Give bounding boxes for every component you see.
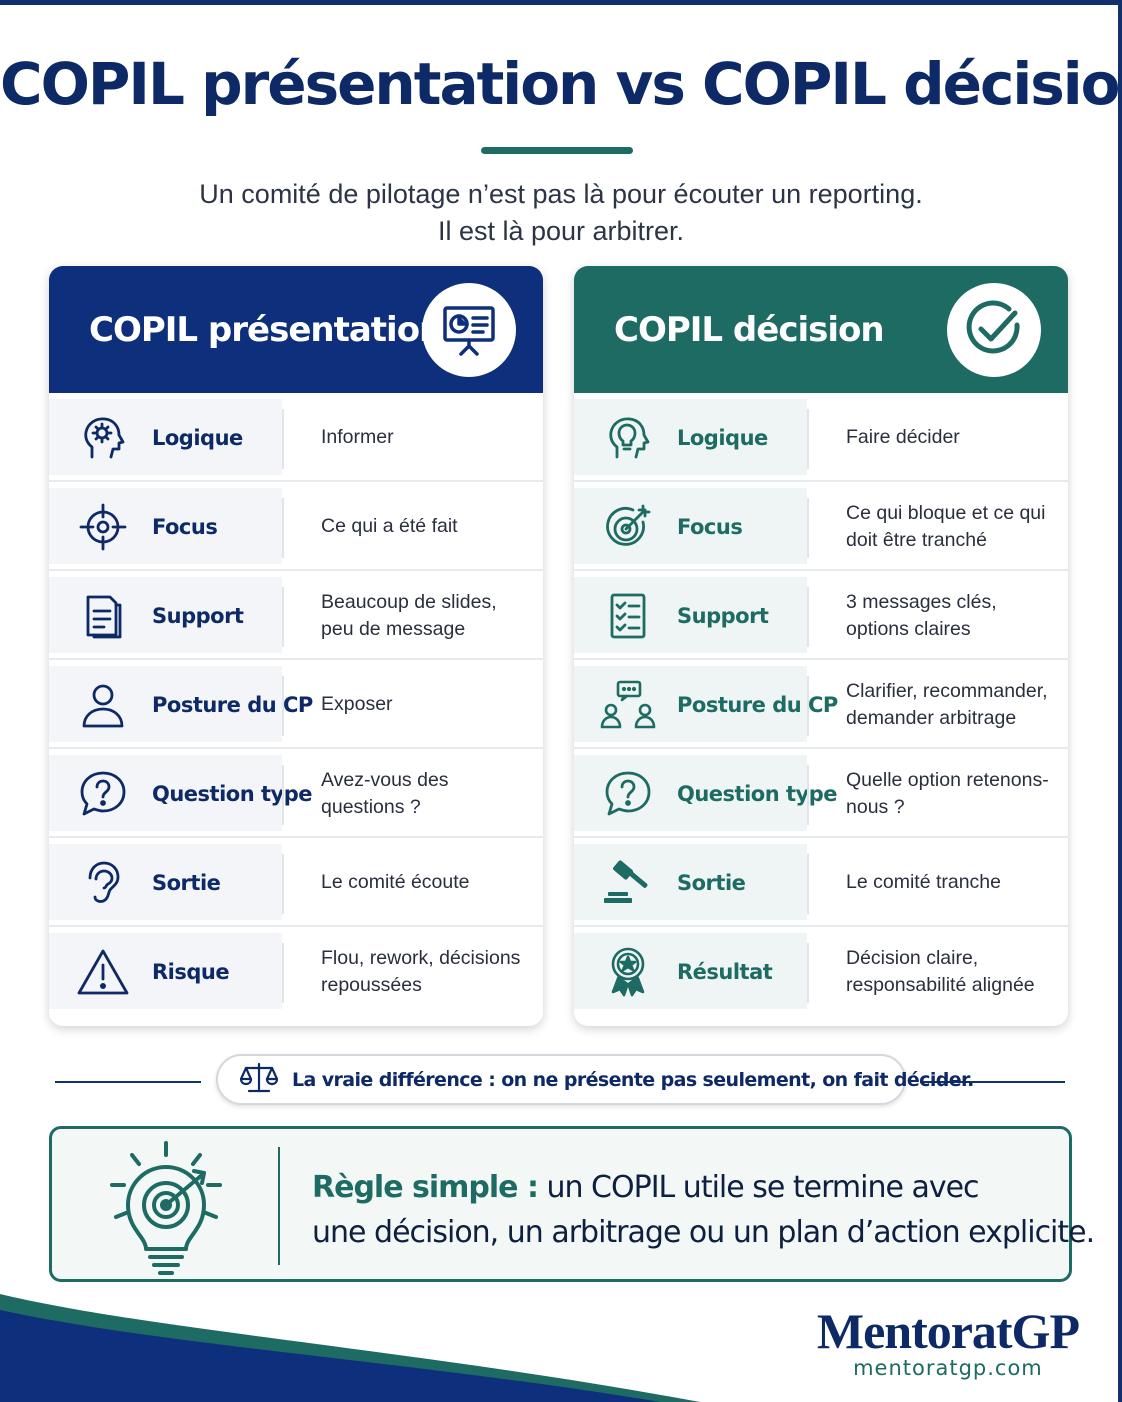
bottom-wave	[0, 1294, 700, 1402]
card-title: COPIL décision	[614, 310, 885, 350]
head-lightbulb-icon	[600, 413, 656, 463]
row-label: Sortie	[677, 871, 746, 895]
row-value: Exposer	[321, 693, 393, 715]
row-label: Question type	[677, 782, 837, 806]
rule-key: Règle simple :	[312, 1170, 539, 1205]
brand-url[interactable]: mentoratgp.com	[853, 1356, 1043, 1380]
person-icon	[75, 680, 131, 730]
page-title: COPIL présentation vs COPIL décision	[0, 50, 1122, 118]
row-value: Clarifier, recommander, demander arbitra…	[846, 679, 1048, 729]
row-logique: Logique Faire décider	[574, 393, 1068, 482]
row-label: Focus	[152, 515, 218, 539]
row-label: Posture du CP	[677, 693, 838, 717]
difference-text: La vraie différence : on ne présente pas…	[292, 1068, 974, 1091]
row-focus: Focus Ce qui bloque et ce qui doit être …	[574, 482, 1068, 571]
scales-icon	[239, 1061, 279, 1098]
row-label: Risque	[152, 960, 230, 984]
row-label: Support	[152, 604, 244, 628]
row-label: Logique	[152, 426, 243, 450]
row-value: Flou, rework, décisions repoussées	[321, 946, 521, 996]
row-label: Sortie	[152, 871, 221, 895]
subtitle-line-1: Un comité de pilotage n’est pas là pour …	[199, 179, 923, 209]
row-sortie: Sortie Le comité écoute	[49, 838, 543, 927]
question-bubble-icon	[600, 769, 656, 819]
crosshair-icon	[75, 502, 131, 552]
row-support: Support Beaucoup de slides, peu de messa…	[49, 571, 543, 660]
row-risque: Risque Flou, rework, décisions repoussée…	[49, 927, 543, 1016]
row-posture: Posture du CP Exposer	[49, 660, 543, 749]
row-value: Faire décider	[846, 426, 960, 448]
target-arrow-icon	[600, 502, 656, 552]
rule-line-2: une décision, un arbitrage ou un plan d’…	[312, 1215, 1095, 1250]
row-support: Support 3 messages clés, options claires	[574, 571, 1068, 660]
comparison-rows: Logique Faire décider Focus Ce qui bloqu…	[574, 393, 1068, 1016]
comparison-rows: Logique Informer Focus Ce qui a été fait…	[49, 393, 543, 1016]
row-value: Décision claire, responsabilité alignée	[846, 946, 1035, 996]
card-title: COPIL présentation	[89, 310, 443, 350]
row-value: Quelle option retenons-nous ?	[846, 768, 1049, 818]
row-focus: Focus Ce qui a été fait	[49, 482, 543, 571]
document-icon	[75, 591, 131, 641]
award-ribbon-icon	[600, 947, 656, 997]
subtitle: Un comité de pilotage n’est pas là pour …	[0, 176, 1122, 250]
row-value: Avez-vous des questions ?	[321, 768, 449, 818]
rule-line-1: un COPIL utile se termine avec	[537, 1170, 979, 1205]
right-border	[1118, 0, 1122, 1402]
warning-icon	[75, 947, 131, 997]
checklist-icon	[600, 591, 656, 641]
card-copil-presentation: COPIL présentation Logique Informer	[49, 266, 543, 1026]
row-value: 3 messages clés, options claires	[846, 590, 997, 640]
row-question-type: Question type Quelle option retenons-nou…	[574, 749, 1068, 838]
subtitle-line-2: Il est là pour arbitrer.	[437, 216, 685, 246]
row-question-type: Question type Avez-vous des questions ?	[49, 749, 543, 838]
gavel-icon	[600, 858, 656, 908]
row-posture: Posture du CP Clarifier, recommander, de…	[574, 660, 1068, 749]
row-sortie: Sortie Le comité tranche	[574, 838, 1068, 927]
ear-icon	[75, 858, 131, 908]
row-label: Résultat	[677, 960, 773, 984]
top-border	[0, 0, 1122, 5]
card-header: COPIL décision	[574, 266, 1068, 393]
question-bubble-icon	[75, 769, 131, 819]
card-copil-decision: COPIL décision Logique Faire décider Foc…	[574, 266, 1068, 1026]
brand: MentoratGP mentoratgp.com	[816, 1302, 1080, 1380]
title-underline	[481, 147, 633, 154]
row-label: Focus	[677, 515, 743, 539]
divider-right	[920, 1081, 1065, 1083]
row-label: Logique	[677, 426, 768, 450]
divider-left	[55, 1081, 201, 1083]
people-discussion-icon	[600, 680, 656, 730]
row-value: Le comité écoute	[321, 871, 470, 893]
row-label: Posture du CP	[152, 693, 313, 717]
row-label: Support	[677, 604, 769, 628]
row-value: Informer	[321, 426, 394, 448]
difference-banner: La vraie différence : on ne présente pas…	[216, 1054, 974, 1105]
lightbulb-target-icon	[102, 1137, 232, 1277]
rule-text: Règle simple : un COPIL utile se termine…	[312, 1165, 1095, 1255]
card-header: COPIL présentation	[49, 266, 543, 393]
presentation-board-icon	[422, 283, 516, 377]
row-logique: Logique Informer	[49, 393, 543, 482]
head-gear-icon	[75, 413, 131, 463]
row-value: Ce qui bloque et ce qui doit être tranch…	[846, 501, 1046, 551]
row-value: Beaucoup de slides, peu de message	[321, 590, 497, 640]
check-circle-icon	[947, 283, 1041, 377]
brand-logo: MentoratGP	[816, 1303, 1080, 1359]
row-value: Le comité tranche	[846, 871, 1002, 893]
row-label: Question type	[152, 782, 312, 806]
rule-box: Règle simple : un COPIL utile se termine…	[49, 1126, 1095, 1282]
row-resultat: Résultat Décision claire, responsabilité…	[574, 927, 1068, 1016]
row-value: Ce qui a été fait	[321, 515, 458, 537]
